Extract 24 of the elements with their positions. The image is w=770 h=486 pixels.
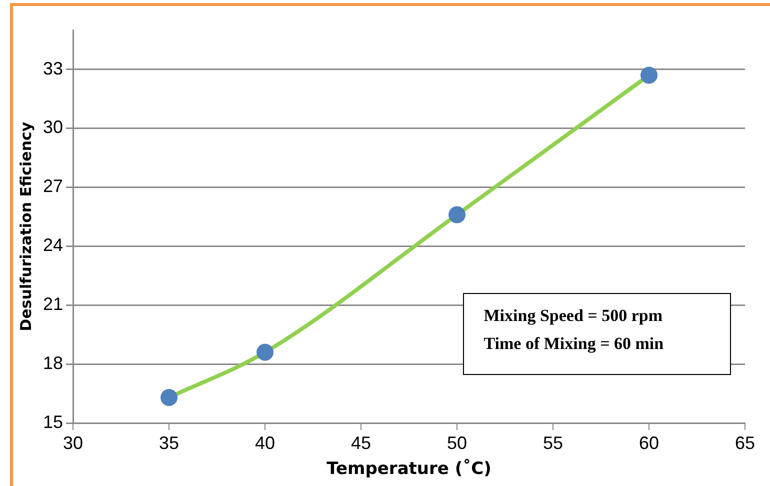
x-tick-label: 65 <box>734 432 756 453</box>
x-tick-label: 35 <box>159 432 180 453</box>
y-axis-title: Desulfurization Eficiency <box>16 122 35 332</box>
point <box>640 66 658 84</box>
y-tick-label: 33 <box>42 58 64 78</box>
point <box>256 344 274 361</box>
point <box>160 388 178 406</box>
x-axis-title: Temperature (˚C) <box>326 458 492 480</box>
y-tick-label: 24 <box>42 235 64 256</box>
y-tick-label: 18 <box>42 353 64 374</box>
y-tick-label: 30 <box>42 117 64 138</box>
x-tick-label: 50 <box>446 432 468 453</box>
annotation: Time of Mixing = 60 min <box>484 333 665 356</box>
annotation: Mixing Speed = 500 rpm <box>484 305 664 328</box>
text-box: Mixing Speed = 500 rpm Time of Mixing = 60 min <box>462 293 731 376</box>
x-tick-label: 30 <box>63 432 84 453</box>
y-tick-label: 27 <box>42 176 64 196</box>
x-tick-label: 55 <box>542 432 564 453</box>
y-tick-label: 15 <box>42 412 64 432</box>
point <box>448 206 466 224</box>
x-tick-label: 60 <box>638 432 660 453</box>
y-tick-label: 21 <box>42 294 64 314</box>
x-tick-label: 45 <box>350 432 372 453</box>
x-tick-label: 40 <box>255 432 276 453</box>
